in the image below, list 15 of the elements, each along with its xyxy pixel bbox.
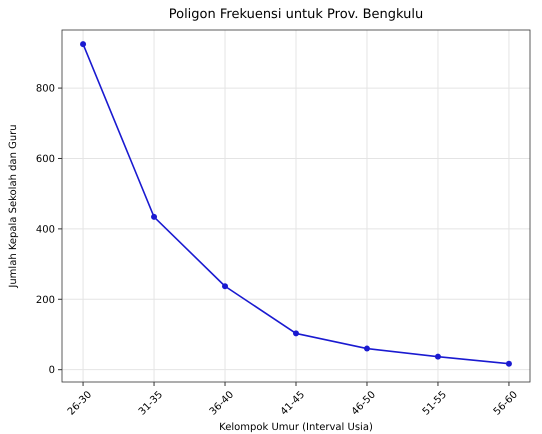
y-tick-label: 0: [48, 365, 55, 376]
chart-title: Poligon Frekuensi untuk Prov. Bengkulu: [168, 7, 424, 22]
point: [151, 214, 158, 220]
point: [434, 354, 441, 360]
y-tick-label: 200: [36, 294, 55, 306]
y-tick-label: 600: [36, 154, 55, 165]
point: [80, 41, 86, 48]
y-tick-label: 800: [36, 84, 55, 95]
point: [293, 330, 299, 336]
x-axis-title: Kelompok Umur (Interval Usia): [219, 422, 373, 433]
y-axis-title: Jumlah Kepala Sekolah dan Guru: [8, 124, 19, 289]
point: [364, 346, 370, 352]
point: [222, 283, 228, 290]
point: [506, 360, 512, 367]
y-tick-label: 400: [36, 224, 55, 236]
